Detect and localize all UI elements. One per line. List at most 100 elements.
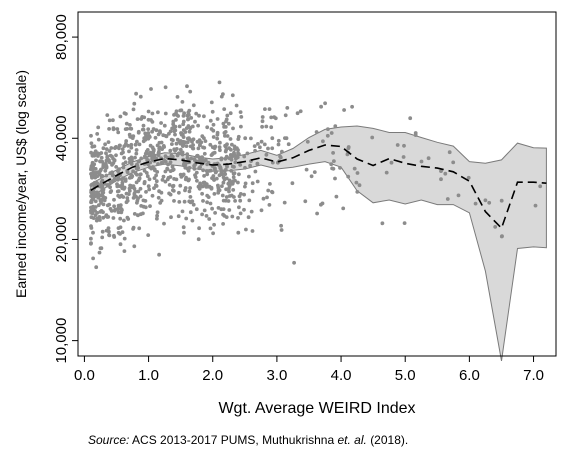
scatter-point bbox=[263, 107, 267, 111]
scatter-point bbox=[219, 156, 224, 161]
scatter-point bbox=[253, 169, 258, 174]
scatter-point bbox=[92, 144, 97, 149]
scatter-point bbox=[136, 159, 141, 164]
scatter-point bbox=[181, 135, 186, 140]
scatter-point bbox=[238, 198, 243, 203]
scatter-point bbox=[285, 106, 290, 110]
scatter-point bbox=[181, 141, 186, 146]
scatter-point bbox=[170, 142, 174, 147]
scatter-point bbox=[267, 107, 272, 111]
y-tick-label: 80,000 bbox=[53, 14, 70, 60]
scatter-point bbox=[127, 132, 132, 137]
scatter-point bbox=[329, 131, 334, 135]
scatter-point bbox=[234, 156, 238, 161]
x-axis-title: Wgt. Average WEIRD Index bbox=[218, 400, 415, 417]
scatter-point bbox=[99, 209, 104, 213]
scatter-point bbox=[171, 119, 176, 124]
scatter-point bbox=[215, 130, 220, 135]
scatter-point bbox=[133, 142, 138, 147]
scatter-point bbox=[174, 177, 179, 182]
scatter-point bbox=[180, 100, 185, 104]
scatter-point bbox=[114, 145, 118, 149]
scatter-point bbox=[278, 155, 283, 160]
scatter-point bbox=[89, 167, 93, 172]
scatter-point bbox=[232, 165, 236, 169]
scatter-point bbox=[104, 147, 109, 152]
scatter-point bbox=[125, 170, 130, 175]
scatter-point bbox=[230, 93, 235, 98]
scatter-point bbox=[227, 146, 232, 151]
scatter-point bbox=[199, 140, 204, 145]
scatter-point bbox=[94, 265, 99, 270]
scatter-point bbox=[154, 183, 158, 188]
scatter-point bbox=[222, 107, 227, 111]
x-tick-label: 4.0 bbox=[331, 367, 352, 384]
scatter-point bbox=[408, 116, 413, 121]
scatter-point bbox=[230, 214, 235, 219]
scatter-point bbox=[177, 124, 182, 129]
scatter-point bbox=[330, 166, 334, 171]
y-tick-label: 20,000 bbox=[53, 216, 70, 262]
scatter-point bbox=[98, 159, 103, 164]
scatter-point bbox=[171, 188, 175, 193]
scatter-point bbox=[127, 123, 132, 127]
scatter-point bbox=[196, 237, 201, 242]
scatter-point bbox=[125, 196, 130, 200]
scatter-point bbox=[96, 125, 101, 130]
scatter-point bbox=[221, 92, 225, 96]
y-axis-title: Earned income/year, US$ (log scale) bbox=[13, 70, 29, 298]
scatter-point bbox=[116, 210, 121, 215]
scatter-point bbox=[133, 155, 137, 160]
scatter-point bbox=[134, 151, 139, 156]
scatter-point bbox=[195, 153, 200, 158]
scatter-point bbox=[107, 149, 112, 153]
scatter-point bbox=[142, 115, 147, 120]
scatter-point bbox=[272, 115, 277, 119]
scatter-point bbox=[97, 215, 102, 219]
scatter-point bbox=[202, 145, 207, 150]
scatter-point bbox=[127, 149, 131, 154]
scatter-point bbox=[91, 207, 96, 212]
scatter-point bbox=[188, 195, 193, 199]
scatter-point bbox=[187, 108, 192, 113]
scatter-point bbox=[115, 182, 119, 187]
scatter-point bbox=[159, 198, 164, 203]
scatter-point bbox=[150, 193, 155, 198]
scatter-point bbox=[149, 87, 153, 91]
scatter-point bbox=[90, 160, 95, 165]
scatter-point bbox=[261, 196, 266, 201]
scatter-point bbox=[200, 134, 205, 139]
scatter-point bbox=[267, 203, 272, 207]
scatter-point bbox=[282, 200, 287, 205]
scatter-point bbox=[352, 166, 357, 171]
scatter-point bbox=[233, 199, 238, 203]
scatter-point bbox=[226, 121, 231, 126]
scatter-point bbox=[124, 141, 128, 146]
scatter-point bbox=[186, 117, 191, 121]
scatter-point bbox=[167, 183, 172, 187]
scatter-point bbox=[112, 197, 116, 202]
scatter-point bbox=[141, 127, 146, 132]
scatter-point bbox=[155, 210, 160, 215]
scatter-point bbox=[122, 185, 127, 190]
scatter-point bbox=[292, 260, 296, 265]
scatter-point bbox=[156, 110, 160, 115]
scatter-point bbox=[117, 146, 121, 151]
scatter-point bbox=[144, 149, 149, 154]
scatter-point bbox=[109, 146, 114, 150]
scatter-point bbox=[221, 175, 226, 180]
scatter-point bbox=[370, 135, 375, 140]
scatter-point bbox=[163, 179, 168, 184]
scatter-point bbox=[333, 176, 337, 181]
scatter-point bbox=[205, 172, 210, 177]
scatter-point bbox=[244, 227, 248, 232]
scatter-point bbox=[201, 199, 205, 203]
scatter-point bbox=[118, 114, 123, 119]
scatter-point bbox=[224, 215, 229, 220]
scatter-point bbox=[215, 117, 220, 121]
scatter-point bbox=[134, 148, 139, 152]
scatter-point bbox=[173, 112, 178, 116]
scatter-point bbox=[101, 215, 106, 220]
scatter-point bbox=[219, 169, 224, 173]
scatter-point bbox=[111, 173, 115, 178]
